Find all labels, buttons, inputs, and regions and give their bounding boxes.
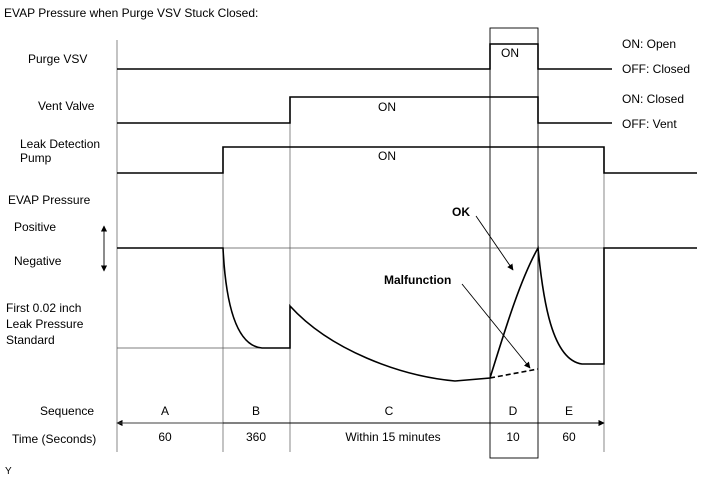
sequence-step-e: E xyxy=(565,404,573,418)
purge-vsv-label: Purge VSV xyxy=(28,52,87,66)
ok-arrow xyxy=(475,215,514,271)
malfunction-dashed-curve xyxy=(489,368,539,379)
leak-pump-on-text: ON xyxy=(378,149,396,163)
vent-valve-state-off: OFF: Vent xyxy=(622,117,677,131)
leak-pump-waveform xyxy=(117,146,697,174)
evap-pressure-curve xyxy=(117,245,697,382)
time-step-e: 60 xyxy=(562,430,576,444)
evap-pressure-label: EVAP Pressure xyxy=(8,193,91,207)
sequence-step-b: B xyxy=(252,404,260,418)
purge-vsv-state-on: ON: Open xyxy=(622,37,676,51)
purge-vsv-waveform xyxy=(117,43,612,70)
vent-valve-waveform xyxy=(117,96,612,124)
time-step-c: Within 15 minutes xyxy=(345,430,440,444)
leak-standard-line2: Leak Pressure xyxy=(6,317,84,331)
evap-negative-label: Negative xyxy=(14,254,62,268)
malfunction-annotation: Malfunction xyxy=(384,273,451,287)
malfunction-arrow xyxy=(461,283,531,369)
purge-vsv-state-off: OFF: Closed xyxy=(622,62,690,76)
leak-pump-label-line1: Leak Detection xyxy=(20,137,100,151)
time-step-d: 10 xyxy=(506,430,520,444)
diagram-title: EVAP Pressure when Purge VSV Stuck Close… xyxy=(4,6,258,20)
leak-standard-line3: Standard xyxy=(6,333,55,347)
sequence-step-d: D xyxy=(509,404,518,418)
time-step-a: 60 xyxy=(158,430,172,444)
evap-positive-label: Positive xyxy=(14,220,56,234)
vent-valve-on-text: ON xyxy=(378,100,396,114)
phase-d-highlight-box xyxy=(489,27,539,459)
time-label: Time (Seconds) xyxy=(12,432,96,446)
vent-valve-label: Vent Valve xyxy=(38,99,95,113)
phase-boundaries xyxy=(116,27,605,459)
leak-pump-label-line2: Pump xyxy=(20,151,52,165)
sequence-label: Sequence xyxy=(40,404,94,418)
sequence-step-a: A xyxy=(161,404,169,418)
purge-vsv-on-text: ON xyxy=(501,46,519,60)
leak-standard-line1: First 0.02 inch xyxy=(6,301,81,315)
ok-annotation: OK xyxy=(452,205,470,219)
footer-mark: Y xyxy=(5,466,12,477)
vent-valve-state-on: ON: Closed xyxy=(622,92,684,106)
sequence-step-c: C xyxy=(385,404,394,418)
time-step-b: 360 xyxy=(246,430,266,444)
